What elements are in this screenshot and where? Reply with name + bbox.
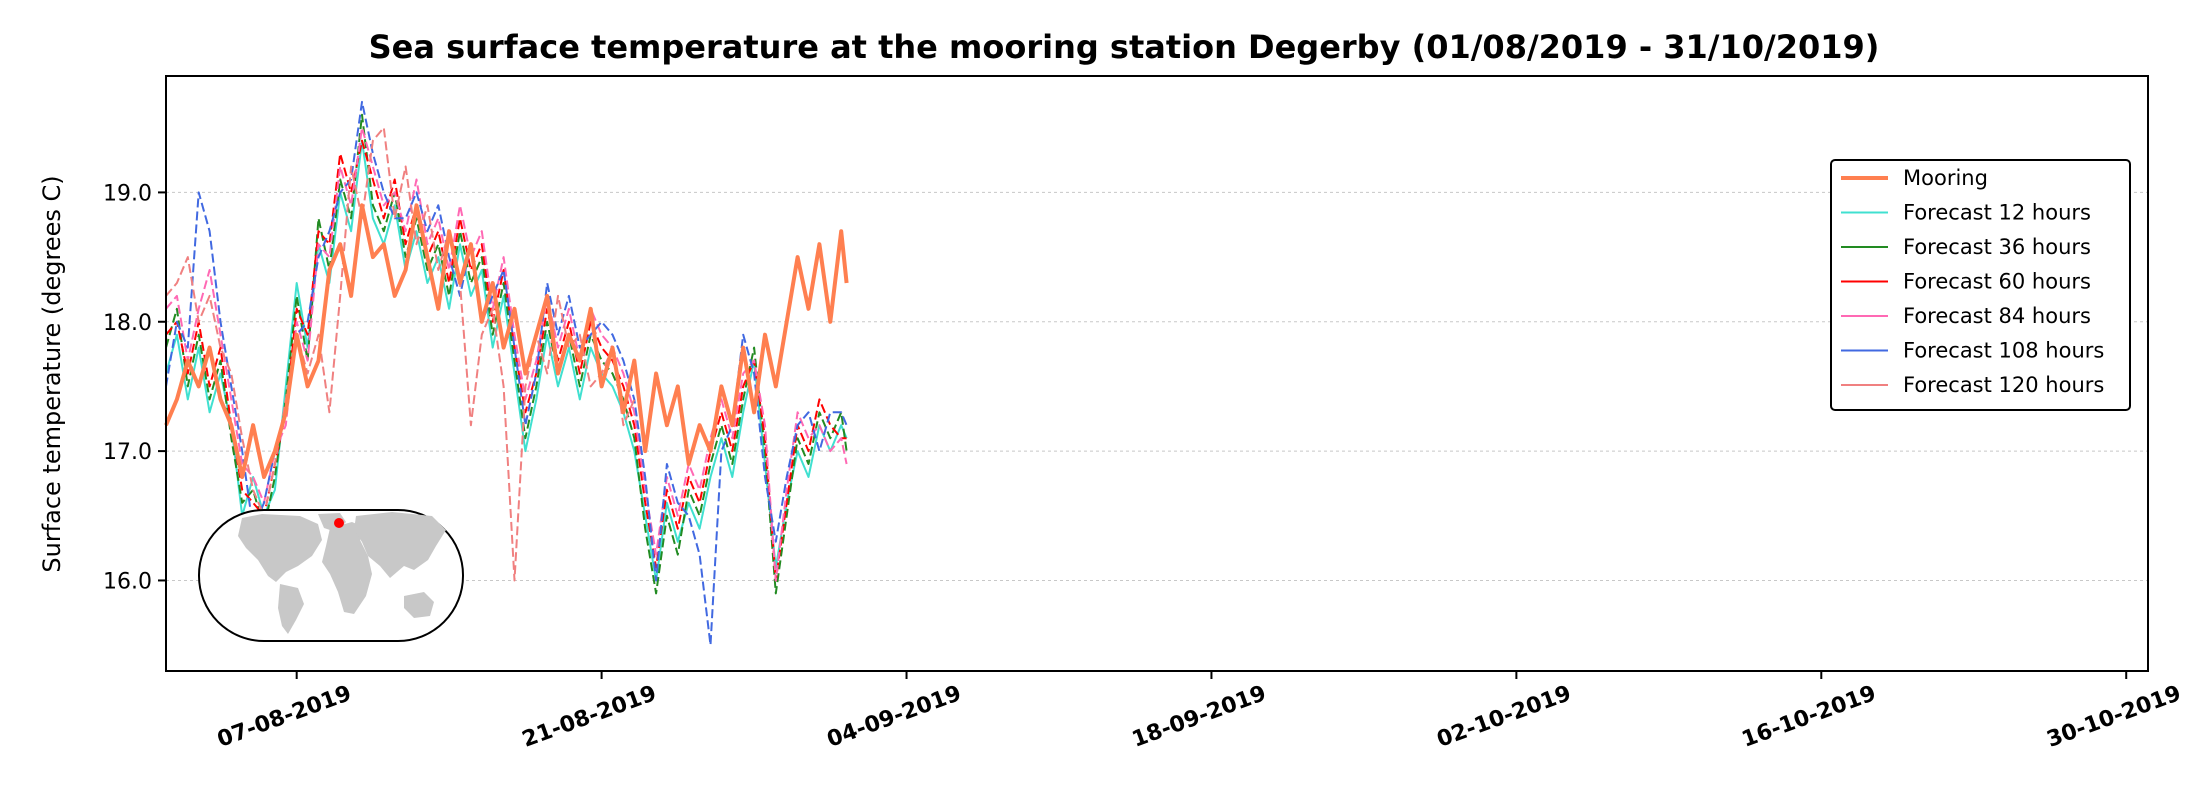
series-lines [164,100,849,647]
y-tick-label: 17.0 [103,440,152,465]
legend-label: Forecast 108 hours [1903,339,2104,363]
north-america-shape [238,514,322,582]
legend: Mooring Forecast 12 hours Forecast 36 hour… [1830,159,2131,411]
series-line-mooring [164,203,849,479]
x-tick-label: 02-10-2019 [1434,681,1575,753]
chart-title: Sea surface temperature at the mooring s… [369,28,1880,66]
inset-world-map [198,509,464,642]
x-tick-label: 18-09-2019 [1129,681,1270,753]
legend-label: Forecast 60 hours [1903,270,2091,294]
x-tick-label: 07-08-2019 [214,681,355,753]
x-tick-label: 30-10-2019 [2044,681,2185,753]
y-axis-ticks: 16.0 17.0 18.0 19.0 [103,181,166,594]
south-america-shape [278,584,304,634]
x-tick-label: 04-09-2019 [824,681,965,753]
series-line-forecast-120-hours [165,126,636,582]
y-tick-label: 16.0 [103,569,152,594]
y-tick-label: 19.0 [103,181,152,206]
x-tick-label: 21-08-2019 [519,681,660,753]
y-axis-label: Surface temperature (degrees C) [38,175,66,572]
legend-label: Forecast 84 hours [1903,304,2091,328]
y-tick-label: 18.0 [103,311,152,336]
legend-label: Forecast 120 hours [1903,373,2104,397]
australia-shape [404,592,434,618]
legend-label: Mooring [1903,166,1988,190]
x-tick-label: 16-10-2019 [1739,681,1880,753]
legend-frame [1830,159,2131,411]
legend-label: Forecast 36 hours [1903,235,2091,259]
europe-africa-shape [322,522,372,614]
x-axis-ticks: 07-08-2019 21-08-2019 04-09-2019 18-09-2019… [214,671,2184,753]
station-location-marker [334,518,344,528]
plot-area-frame [165,75,2149,672]
asia-shape [354,512,446,578]
legend-label: Forecast 12 hours [1903,201,2091,225]
